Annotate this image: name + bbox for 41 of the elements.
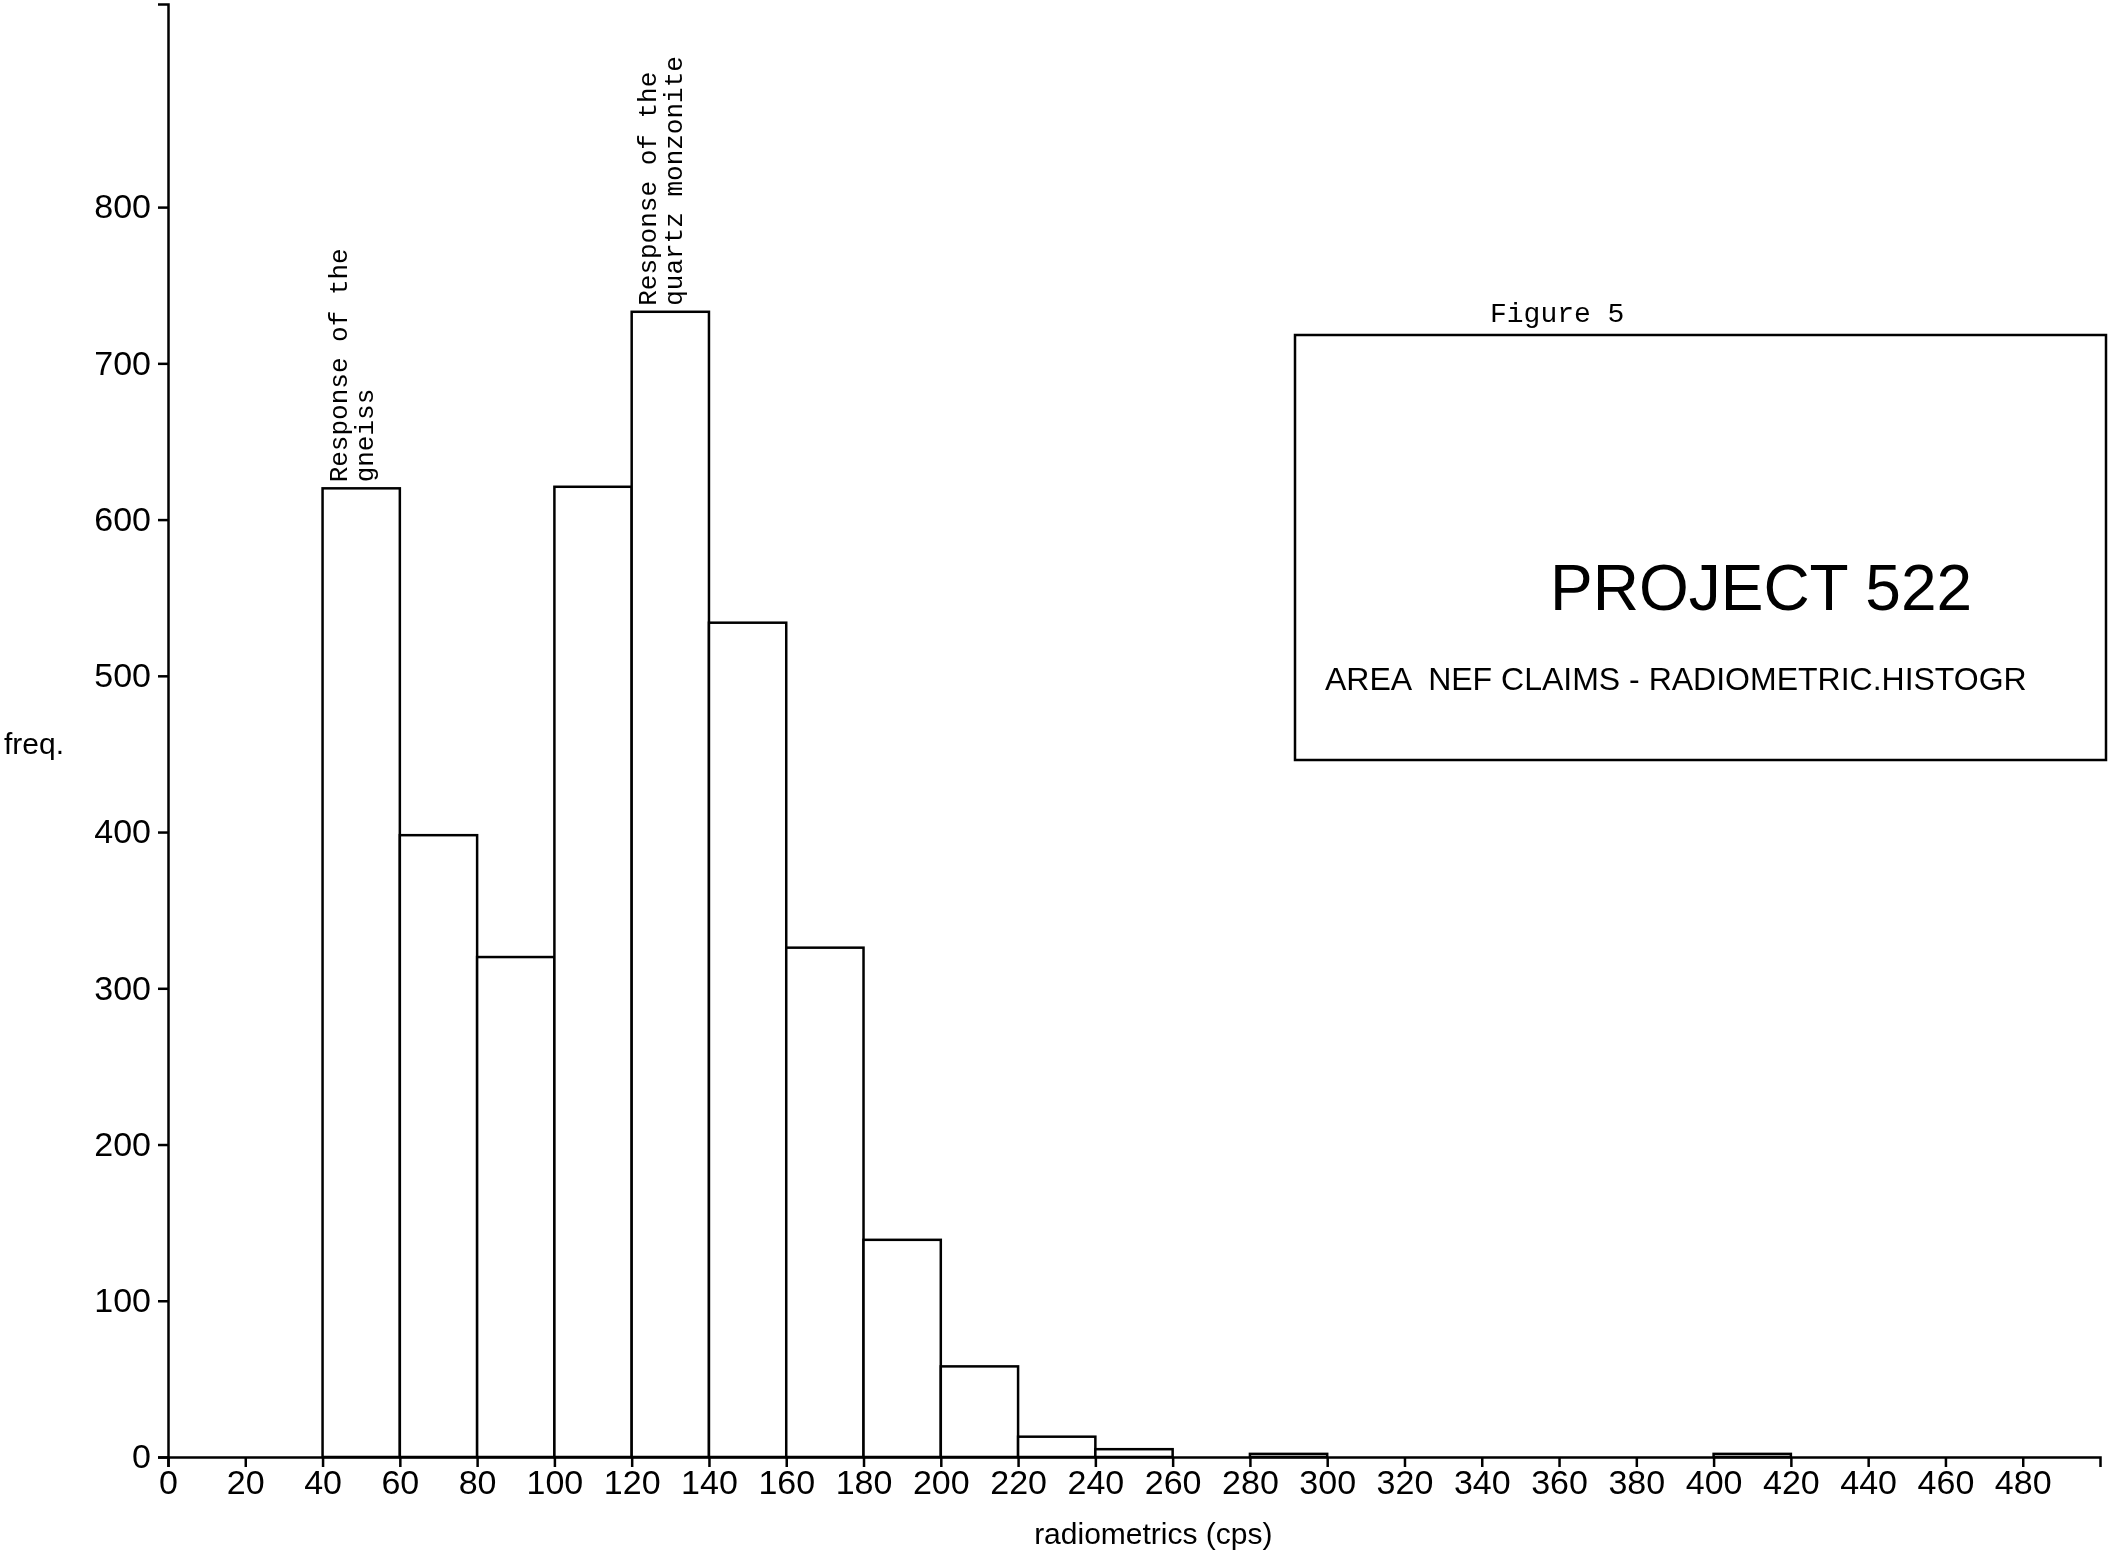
y-axis-title: freq.: [4, 726, 65, 760]
x-tick-label: 180: [835, 1463, 893, 1502]
y-tick-label: 0: [132, 1437, 151, 1476]
y-tick-label: 100: [94, 1281, 151, 1320]
x-tick-label: 60: [381, 1463, 420, 1502]
y-tick-label: 200: [94, 1124, 151, 1163]
x-tick-label: 260: [1144, 1463, 1202, 1502]
x-tick-label: 140: [681, 1463, 738, 1502]
x-tick-label: 160: [758, 1463, 816, 1502]
x-tick-label: 200: [912, 1463, 970, 1502]
annotation: Figure 5: [1490, 299, 1625, 330]
y-tick-label: 500: [94, 656, 151, 695]
y-tick-label: 800: [94, 187, 151, 226]
x-tick-label: 480: [1994, 1463, 2052, 1502]
x-tick-label: 120: [603, 1463, 661, 1502]
x-tick-label: 300: [1299, 1463, 1357, 1502]
x-tick-label: 240: [1067, 1463, 1125, 1502]
y-tick-label: 600: [94, 499, 151, 538]
x-tick-label: 440: [1840, 1463, 1898, 1502]
y-tick-label: 700: [94, 343, 151, 382]
x-tick-label: 400: [1685, 1463, 1743, 1502]
x-tick-label: 340: [1453, 1463, 1511, 1502]
y-tick-label: 300: [94, 968, 151, 1007]
annotation: Response of the gneiss: [325, 248, 382, 483]
x-tick-label: 20: [226, 1463, 265, 1502]
x-tick-label: 80: [458, 1463, 497, 1502]
annotation: AREA NEF CLAIMS - RADIOMETRIC.HISTOGR: [1325, 661, 2027, 697]
x-tick-label: 100: [526, 1463, 584, 1502]
x-tick-label: 0: [159, 1463, 178, 1502]
x-tick-label: 360: [1531, 1463, 1588, 1502]
x-tick-label: 280: [1222, 1463, 1279, 1502]
x-tick-label: 320: [1376, 1463, 1434, 1502]
x-tick-label: 460: [1917, 1463, 1975, 1502]
x-tick-label: 420: [1763, 1463, 1820, 1502]
x-tick-label: 380: [1608, 1463, 1666, 1502]
x-tick-label: 220: [990, 1463, 1047, 1502]
annotation: PROJECT 522: [1550, 552, 1973, 624]
x-tick-label: 40: [304, 1463, 342, 1502]
annotation: Response of the quartz monzonite: [634, 56, 691, 306]
x-axis-title: radiometrics (cps): [1034, 1517, 1273, 1550]
y-tick-label: 400: [94, 812, 151, 851]
